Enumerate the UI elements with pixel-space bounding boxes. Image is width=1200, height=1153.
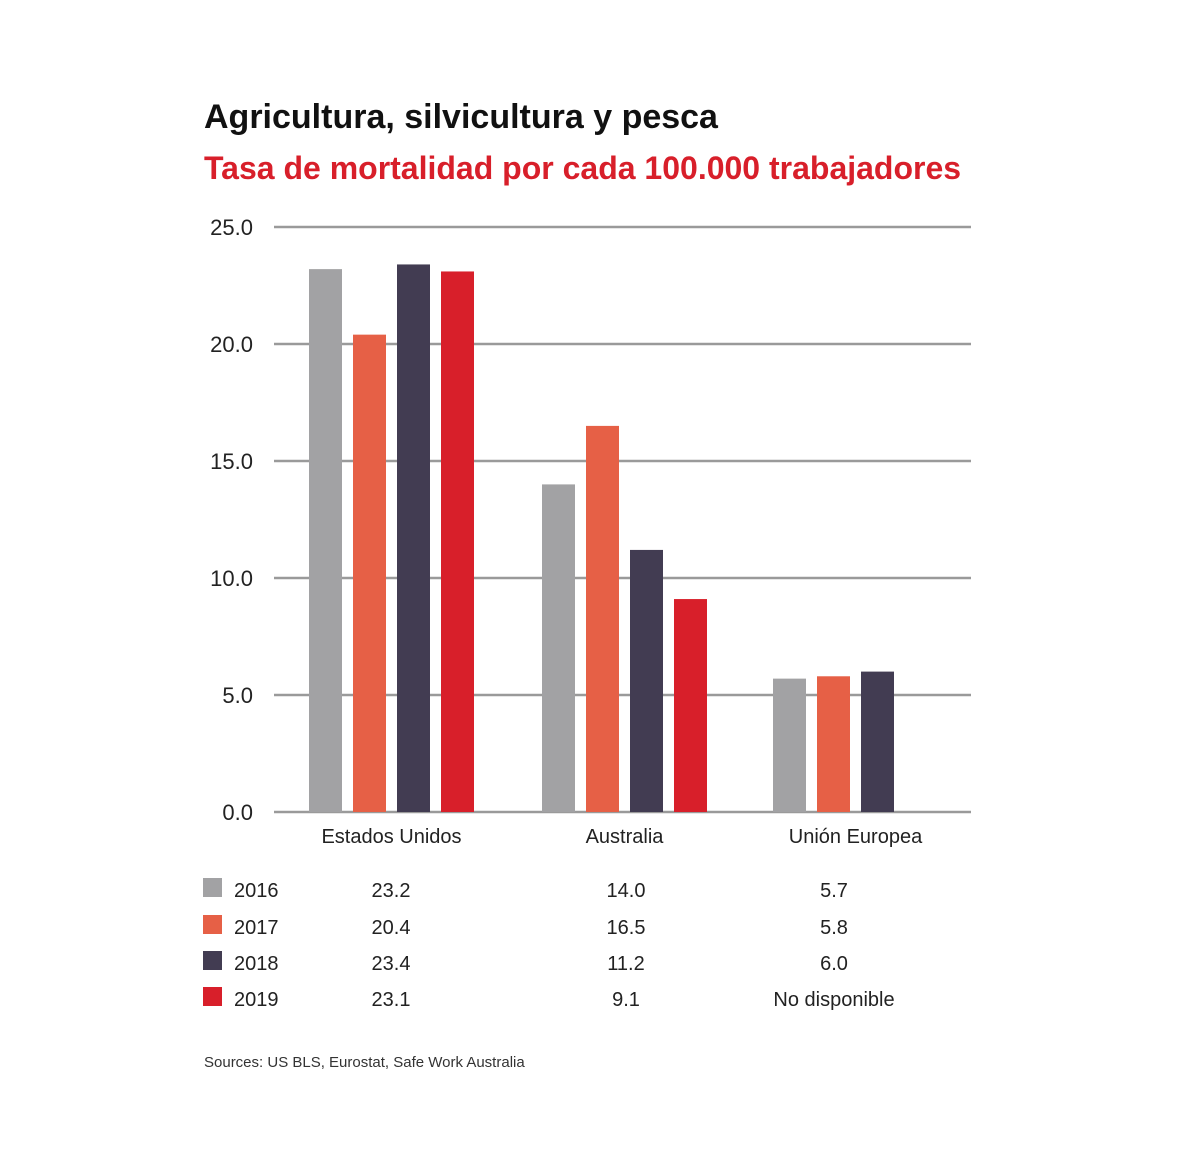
y-tick-label: 10.0	[210, 566, 253, 591]
data-value-label: No disponible	[773, 989, 894, 1011]
bars	[309, 264, 894, 813]
legend-swatch	[203, 915, 222, 934]
axis-labels: 0.0 5.0 10.0 15.0 20.0 25.0 Estados Unidos Aust…	[210, 215, 923, 848]
data-value-label: 23.1	[372, 989, 411, 1011]
legend-swatch	[203, 878, 222, 897]
data-value-label: 23.4	[372, 953, 411, 975]
data-value-label: 11.2	[607, 953, 644, 975]
data-value-label: 6.0	[820, 953, 848, 975]
gridlines	[274, 225, 971, 814]
bar	[861, 671, 894, 812]
data-value-label: 5.7	[820, 880, 848, 902]
legend-table: 2016 23.2 14.0 5.7 2017 20.4 16.5 5.8 2018 23.4 11…	[203, 878, 895, 1011]
x-category-label: Unión Europea	[789, 826, 923, 848]
legend-label: 2017	[234, 917, 279, 939]
bar	[773, 678, 806, 812]
bar	[817, 676, 850, 812]
y-tick-label: 15.0	[210, 449, 253, 474]
bar	[441, 271, 474, 813]
x-category-label: Estados Unidos	[321, 826, 461, 848]
source-note: Sources: US BLS, Eurostat, Safe Work Aus…	[204, 1054, 525, 1071]
legend-swatch	[203, 987, 222, 1006]
x-category-label: Australia	[586, 826, 665, 848]
bar	[542, 484, 575, 812]
y-tick-label: 25.0	[210, 215, 253, 240]
legend-label: 2016	[234, 880, 279, 902]
data-value-label: 16.5	[607, 917, 646, 939]
legend-swatch	[203, 951, 222, 970]
data-value-label: 14.0	[607, 880, 646, 902]
bar	[586, 425, 619, 812]
y-tick-label: 20.0	[210, 332, 253, 357]
legend-label: 2018	[234, 953, 279, 975]
data-value-label: 20.4	[372, 917, 411, 939]
chart-title: Agricultura, silvicultura y pesca	[204, 98, 718, 136]
data-value-label: 9.1	[612, 989, 640, 1011]
bar	[397, 264, 430, 812]
y-tick-label: 5.0	[222, 683, 253, 708]
bar	[630, 549, 663, 812]
bar	[674, 599, 707, 812]
bar	[309, 269, 342, 812]
chart-subtitle: Tasa de mortalidad por cada 100.000 trab…	[204, 150, 962, 186]
bar	[353, 334, 386, 812]
legend-label: 2019	[234, 989, 279, 1011]
y-tick-label: 0.0	[222, 800, 253, 825]
data-value-label: 5.8	[820, 917, 848, 939]
data-value-label: 23.2	[372, 880, 411, 902]
